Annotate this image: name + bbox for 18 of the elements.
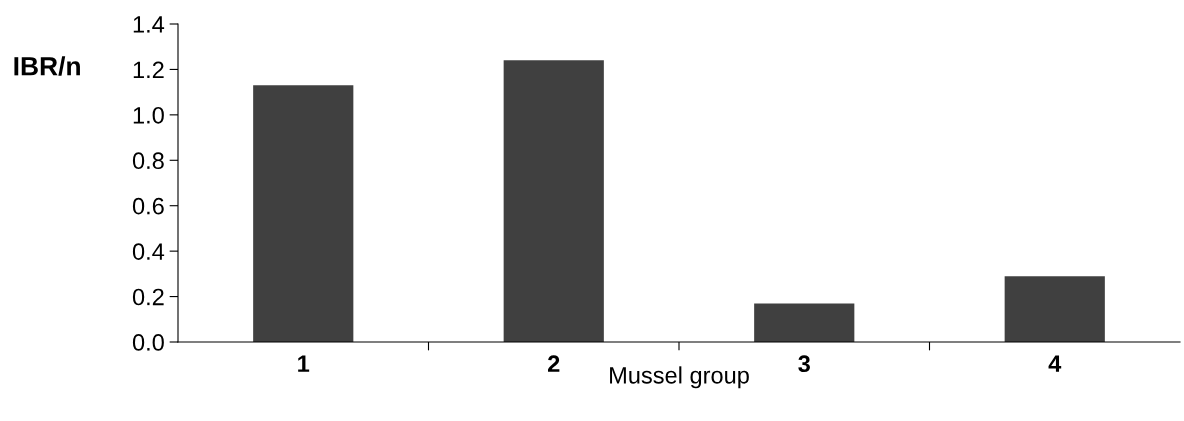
y-tick-label: 1.4	[133, 16, 165, 33]
y-tick-label: 0.8	[132, 152, 164, 170]
bar	[503, 60, 604, 342]
x-tick-label: 1	[298, 355, 310, 372]
y-tick-label: 0.0	[132, 334, 164, 351]
y-tick-label: 1.0	[133, 106, 164, 124]
x-tick-label: 2	[548, 355, 560, 372]
bar	[754, 303, 855, 342]
y-tick-label: 1.2	[133, 61, 164, 78]
bar	[253, 85, 354, 342]
x-tick-label: 4	[1048, 355, 1062, 372]
y-tick-label: 0.2	[132, 288, 164, 306]
x-axis-title: Mussel group	[610, 366, 749, 389]
y-tick-label: 0.6	[132, 197, 164, 215]
y-tick-label: 0.4	[132, 243, 165, 260]
bar	[1004, 276, 1105, 342]
x-tick-label: 3	[798, 355, 810, 373]
y-axis-title: IBR/n	[14, 56, 80, 76]
